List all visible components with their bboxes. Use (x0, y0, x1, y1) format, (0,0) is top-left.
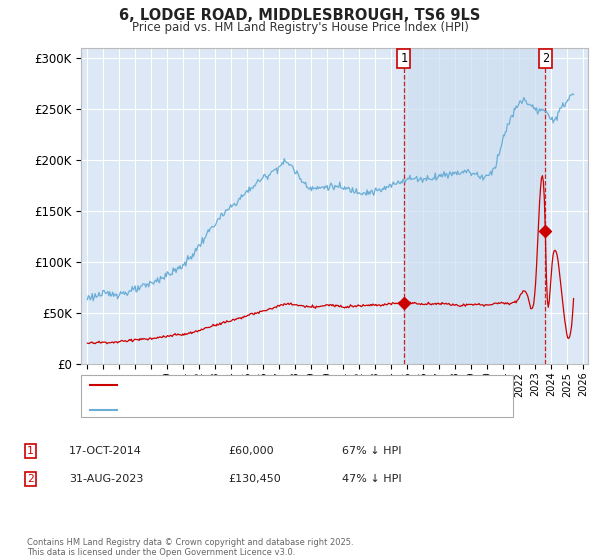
Text: 17-OCT-2014: 17-OCT-2014 (69, 446, 142, 456)
Text: HPI: Average price, detached house, Redcar and Cleveland: HPI: Average price, detached house, Redc… (123, 405, 430, 416)
Text: 1: 1 (27, 446, 34, 456)
Text: 2: 2 (542, 52, 549, 66)
Text: 67% ↓ HPI: 67% ↓ HPI (342, 446, 401, 456)
Text: 1: 1 (400, 52, 407, 66)
Text: 6, LODGE ROAD, MIDDLESBROUGH, TS6 9LS (detached house): 6, LODGE ROAD, MIDDLESBROUGH, TS6 9LS (d… (123, 380, 449, 390)
Bar (404, 48, 545, 364)
Text: 47% ↓ HPI: 47% ↓ HPI (342, 474, 401, 484)
Text: 31-AUG-2023: 31-AUG-2023 (69, 474, 143, 484)
Text: £130,450: £130,450 (228, 474, 281, 484)
Text: Contains HM Land Registry data © Crown copyright and database right 2025.
This d: Contains HM Land Registry data © Crown c… (27, 538, 353, 557)
Text: 6, LODGE ROAD, MIDDLESBROUGH, TS6 9LS: 6, LODGE ROAD, MIDDLESBROUGH, TS6 9LS (119, 8, 481, 24)
Text: 2: 2 (27, 474, 34, 484)
Text: Price paid vs. HM Land Registry's House Price Index (HPI): Price paid vs. HM Land Registry's House … (131, 21, 469, 34)
Text: £60,000: £60,000 (228, 446, 274, 456)
